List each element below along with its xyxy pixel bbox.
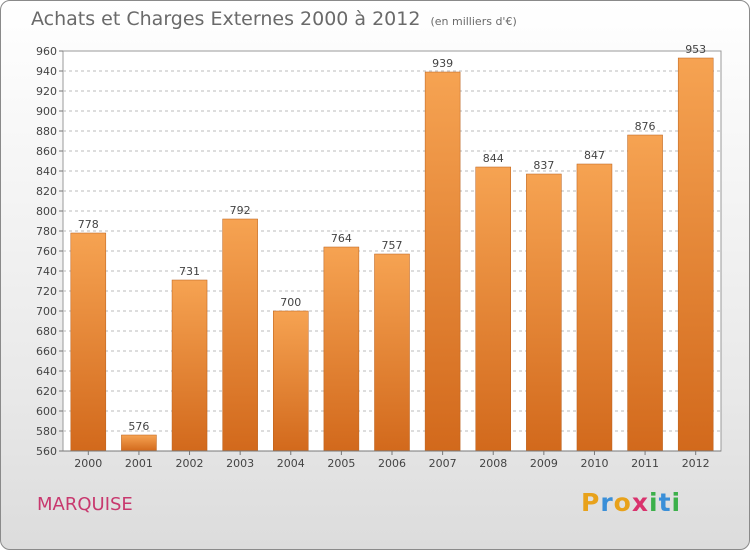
x-tick-label: 2000 (74, 457, 102, 470)
x-tick-label: 2005 (327, 457, 355, 470)
logo-letter: o (613, 488, 632, 517)
bar-value-label: 953 (685, 43, 706, 56)
logo-letter: i (671, 488, 682, 517)
bar (222, 218, 258, 452)
bar-value-label: 576 (128, 420, 149, 433)
y-tick-label: 620 (36, 385, 57, 398)
bar (70, 232, 107, 452)
y-tick-label: 780 (36, 225, 57, 238)
y-tick-label: 660 (36, 345, 57, 358)
logo-letter: P (581, 488, 601, 517)
logo-letter: r (600, 488, 614, 517)
bar-value-label: 844 (483, 152, 504, 165)
y-tick-label: 860 (36, 145, 57, 158)
title-text: Achats et Charges Externes 2000 à 2012 (31, 8, 421, 30)
y-tick-label: 760 (36, 245, 57, 258)
bar-value-label: 757 (382, 239, 403, 252)
x-tick-label: 2011 (631, 457, 659, 470)
bar (677, 57, 714, 452)
y-tick-label: 580 (36, 425, 57, 438)
bar-value-label: 700 (280, 296, 301, 309)
logo-letter: i (649, 488, 659, 517)
y-tick-label: 740 (36, 265, 57, 278)
y-tick-label: 720 (36, 285, 57, 298)
x-tick-label: 2006 (378, 457, 406, 470)
bar-value-label: 939 (432, 57, 453, 70)
y-tick-label: 640 (36, 365, 57, 378)
y-tick-label: 560 (36, 445, 57, 458)
y-tick-label: 700 (36, 305, 57, 318)
x-tick-label: 2012 (682, 457, 710, 470)
x-tick-label: 2001 (125, 457, 153, 470)
y-tick-label: 940 (36, 65, 57, 78)
y-tick-label: 600 (36, 405, 57, 418)
x-tick-label: 2002 (176, 457, 204, 470)
logo-letter: t (658, 488, 672, 517)
y-tick-label: 920 (36, 85, 57, 98)
bar-value-label: 876 (635, 120, 656, 133)
bar (576, 163, 613, 452)
x-tick-label: 2009 (530, 457, 558, 470)
proxiti-logo: Proxiti (581, 488, 681, 517)
x-tick-label: 2003 (226, 457, 254, 470)
bar-value-label: 731 (179, 265, 200, 278)
chart-title: Achats et Charges Externes 2000 à 2012 (e… (31, 8, 517, 30)
y-tick-label: 800 (36, 205, 57, 218)
bar (273, 310, 309, 452)
bar-value-label: 847 (584, 149, 605, 162)
x-tick-label: 2004 (277, 457, 305, 470)
bar-value-label: 764 (331, 232, 352, 245)
bar-value-label: 778 (78, 218, 99, 231)
x-tick-label: 2010 (580, 457, 608, 470)
bar (374, 253, 410, 452)
y-tick-label: 820 (36, 185, 57, 198)
y-tick-label: 680 (36, 325, 57, 338)
x-tick-label: 2007 (429, 457, 457, 470)
bar (424, 71, 461, 452)
bar-value-label: 792 (230, 204, 251, 217)
bar (323, 246, 360, 452)
y-tick-label: 840 (36, 165, 57, 178)
y-tick-label: 880 (36, 125, 57, 138)
y-tick-label: 960 (36, 45, 57, 58)
logo-letter: x (631, 488, 649, 517)
subtitle-text: (en milliers d'€) (430, 15, 517, 28)
commune-name: MARQUISE (37, 494, 133, 515)
y-tick-label: 900 (36, 105, 57, 118)
bar (171, 279, 208, 452)
x-tick-label: 2008 (479, 457, 507, 470)
bar-value-label: 837 (533, 159, 554, 172)
bar (121, 434, 157, 452)
bar (627, 134, 663, 452)
bar (475, 166, 511, 452)
bar (526, 173, 562, 452)
